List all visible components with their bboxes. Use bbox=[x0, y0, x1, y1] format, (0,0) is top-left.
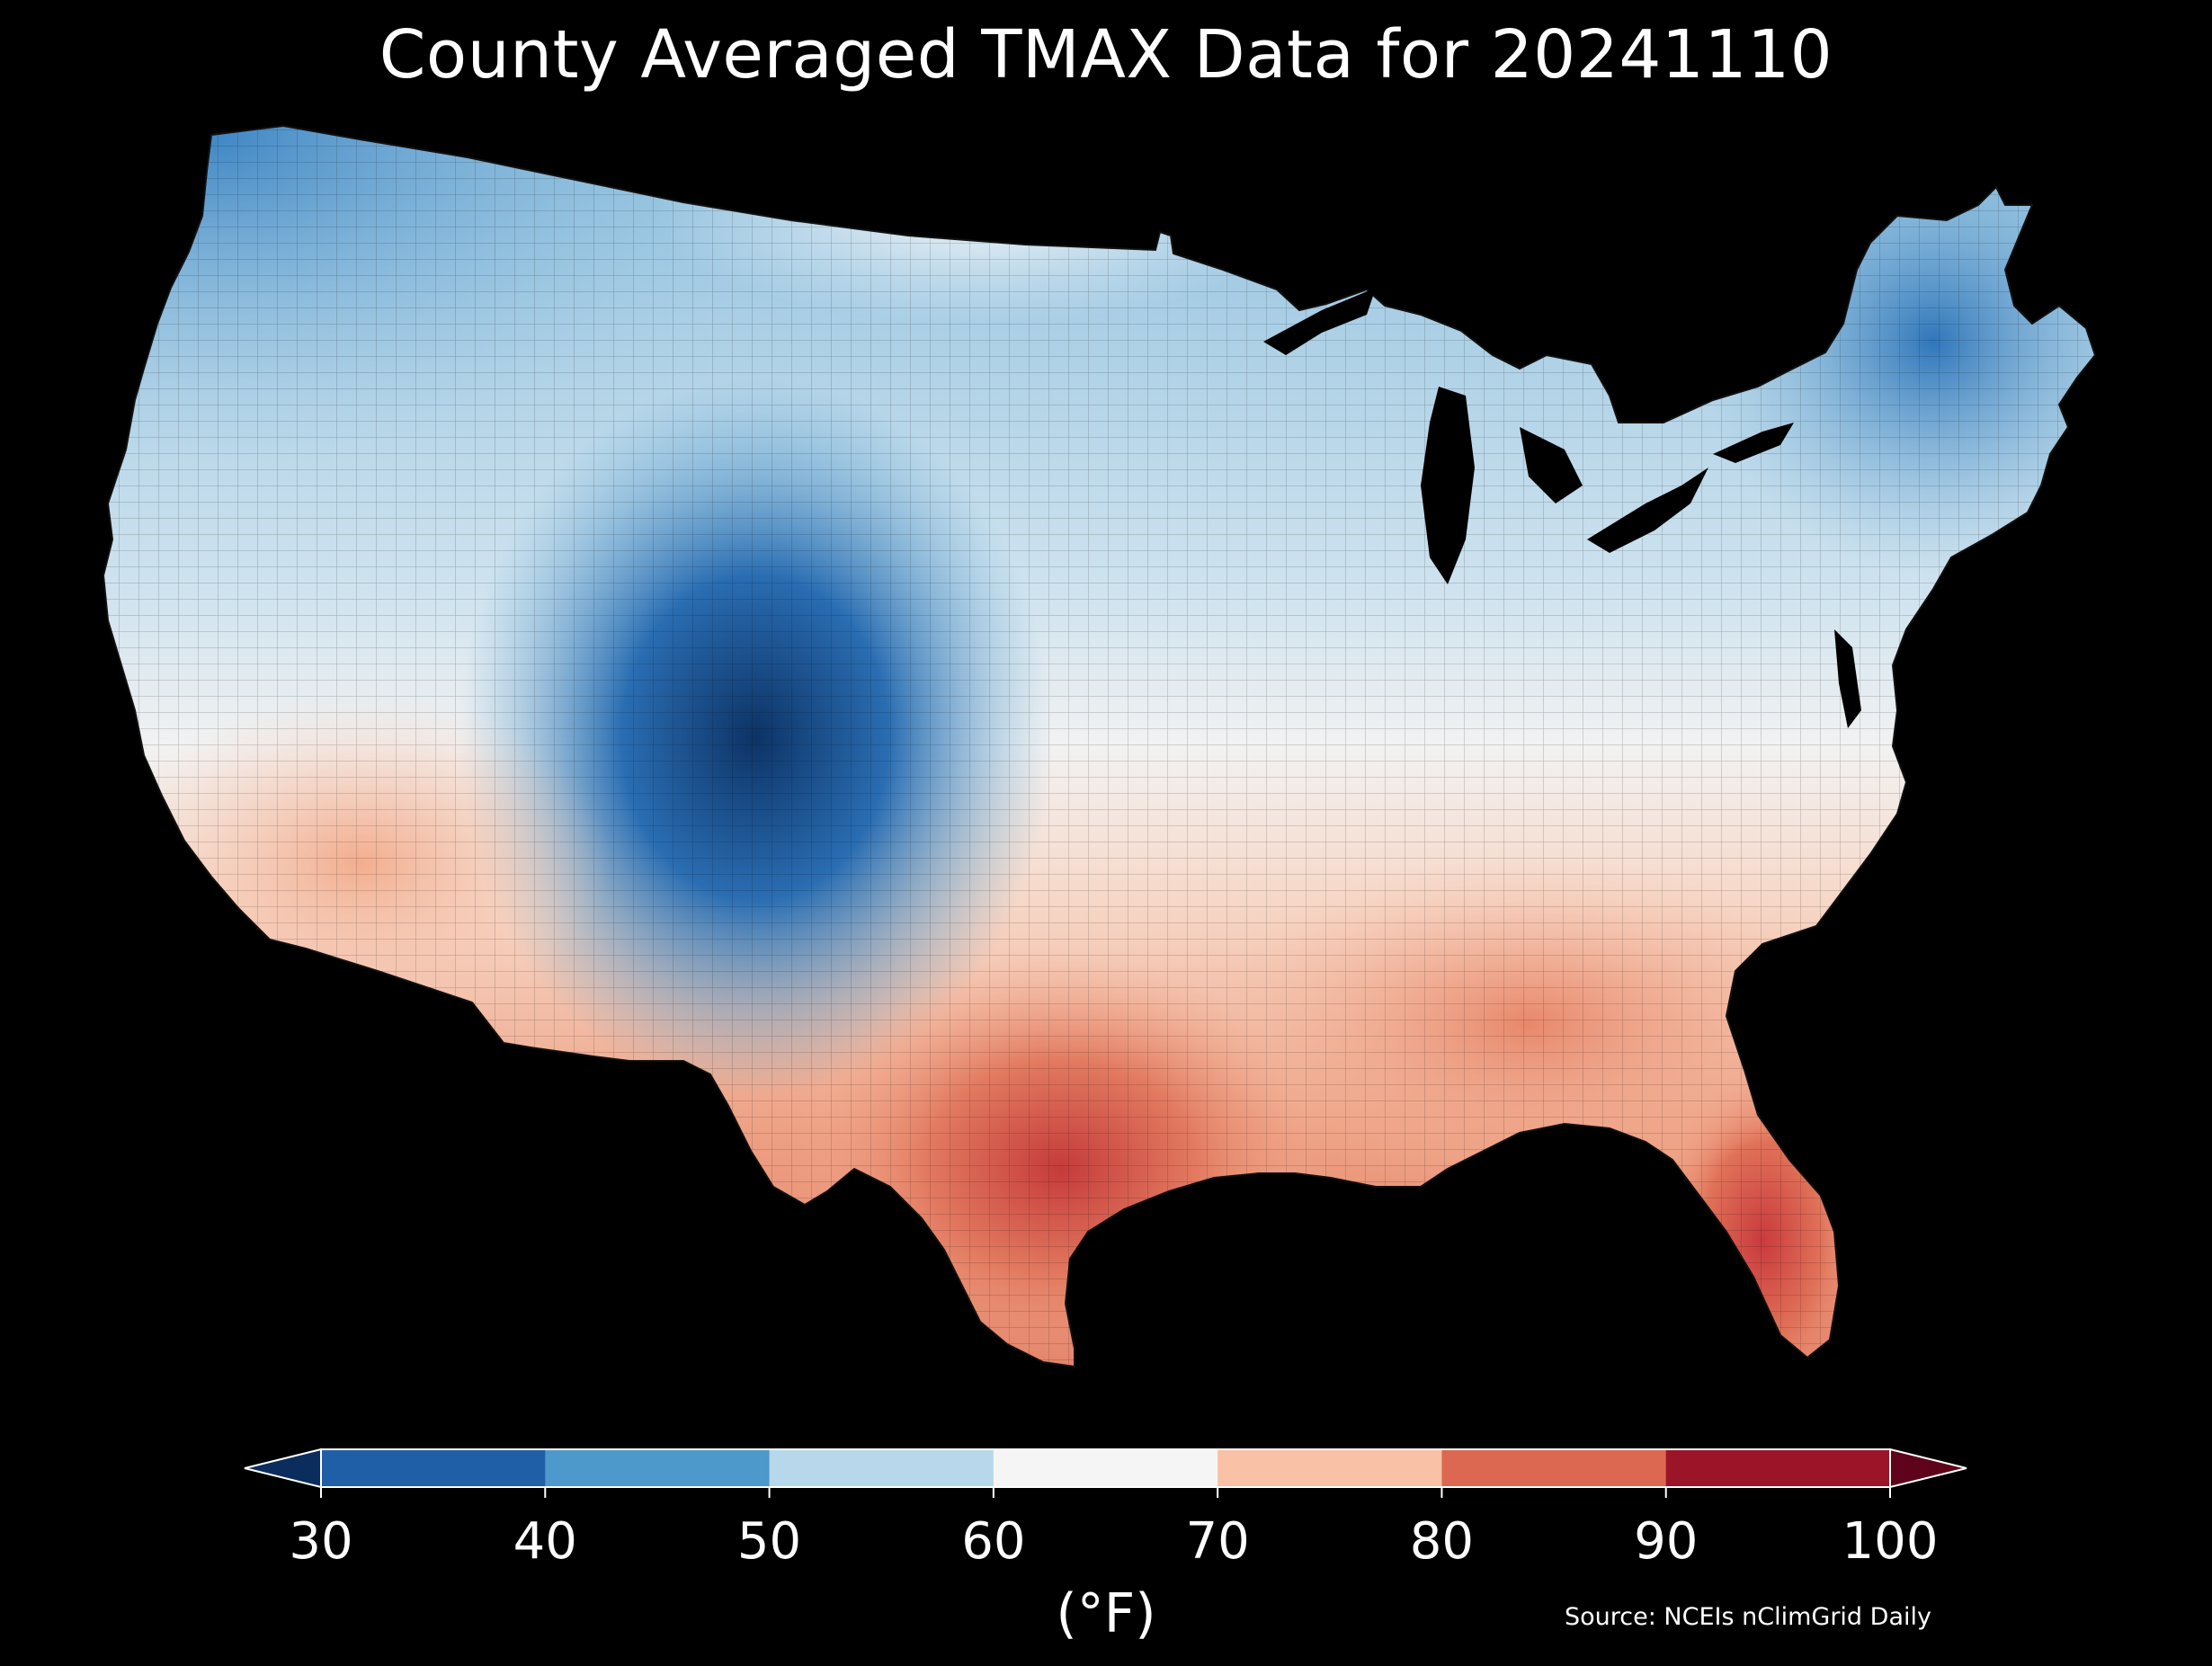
colorbar-tick-label: 50 bbox=[736, 1512, 802, 1571]
colorbar-tick-label: 80 bbox=[1409, 1512, 1475, 1571]
colorbar-extend-high bbox=[1890, 1449, 1967, 1487]
colorbar-bin-5 bbox=[1441, 1449, 1667, 1487]
colorbar-bin-1 bbox=[545, 1449, 771, 1487]
colorbar-bin-0 bbox=[321, 1449, 546, 1487]
great-lakes bbox=[1263, 288, 1861, 728]
colorbar-extend-low bbox=[245, 1449, 321, 1487]
map-title: County Averaged TMAX Data for 20241110 bbox=[379, 16, 1833, 94]
colorbar-tick-label: 90 bbox=[1634, 1512, 1699, 1571]
colorbar-tick-label: 30 bbox=[289, 1512, 353, 1571]
colorbar-bin-2 bbox=[769, 1449, 995, 1487]
colorbar-bin-3 bbox=[993, 1449, 1218, 1487]
colorbar-bin-4 bbox=[1217, 1449, 1442, 1487]
colorbar-tick-label: 40 bbox=[513, 1512, 577, 1571]
colorbar-tick-label: 100 bbox=[1842, 1512, 1939, 1571]
source-note: Source: NCEIs nClimGrid Daily bbox=[1565, 1603, 1931, 1631]
colorbar-tick-label: 60 bbox=[961, 1512, 1026, 1571]
colorbar-bin-6 bbox=[1665, 1449, 1891, 1487]
colorbar-tick-label: 70 bbox=[1185, 1512, 1250, 1571]
colorbar-units-label: (°F) bbox=[1056, 1582, 1156, 1645]
